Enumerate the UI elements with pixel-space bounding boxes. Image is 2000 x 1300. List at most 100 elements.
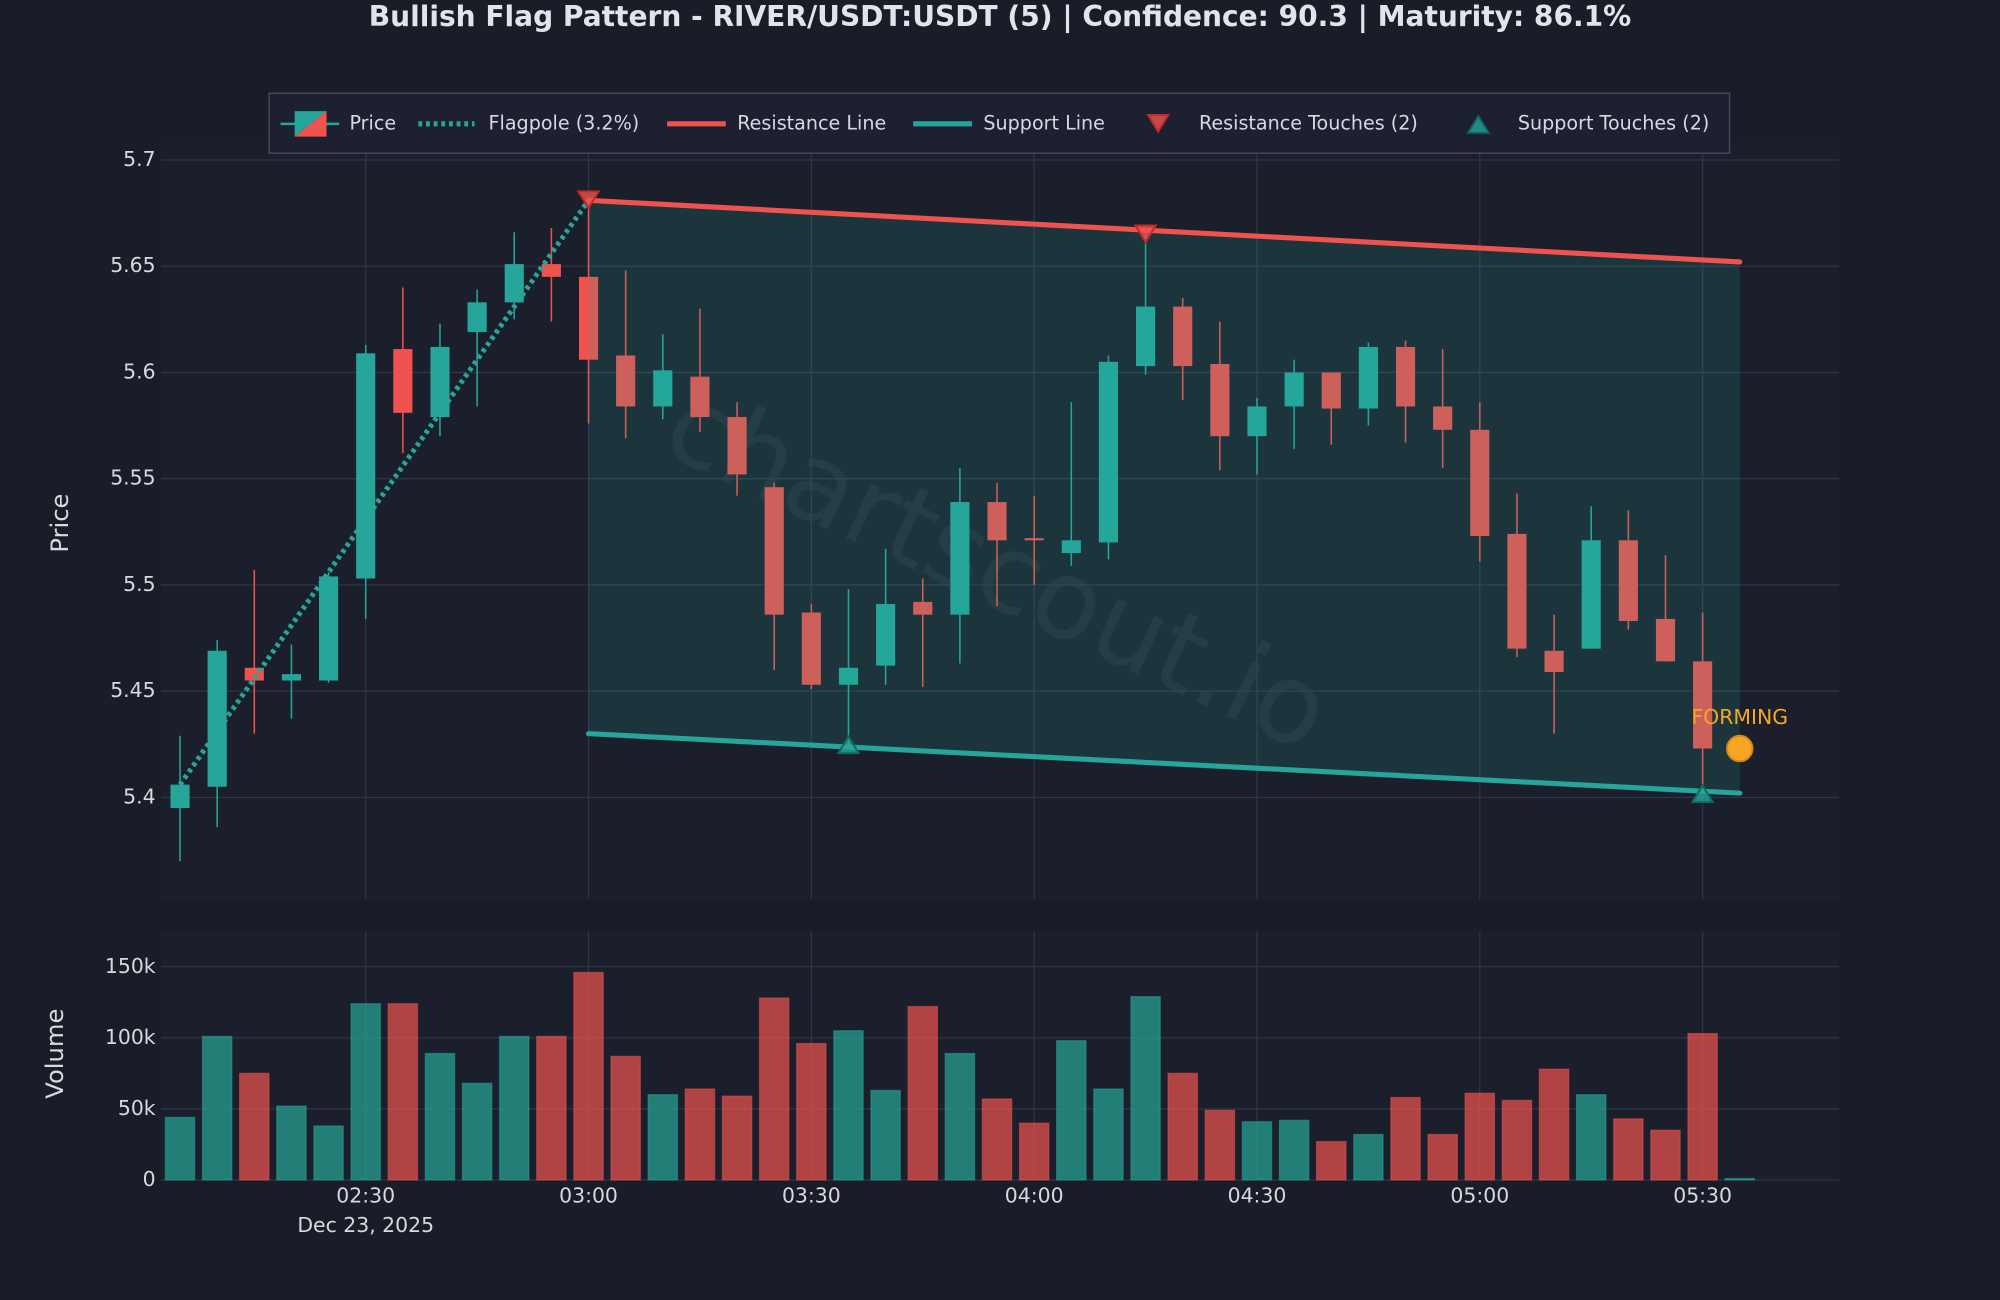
candle-body — [1284, 372, 1304, 407]
candle-body — [727, 417, 747, 475]
candle-body — [1693, 661, 1713, 749]
forming-marker — [1726, 734, 1754, 763]
volume-bar — [1575, 1094, 1607, 1181]
volume-bar — [1204, 1109, 1236, 1181]
resistance-line — [585, 197, 1743, 265]
flag-zone — [588, 200, 1740, 794]
candle-body — [1470, 429, 1490, 537]
y-tick-label: 5.5 — [123, 572, 155, 596]
volume-tick-label: 0 — [143, 1167, 156, 1191]
candle-body — [1321, 372, 1341, 409]
candle-body — [1433, 406, 1453, 430]
volume-bar — [1278, 1119, 1310, 1181]
x-tick-label: 03:30 — [782, 1184, 841, 1208]
x-date-label: Dec 23, 2025 — [297, 1213, 434, 1237]
volume-bar — [1427, 1133, 1458, 1181]
volume-bar — [1613, 1118, 1644, 1181]
volume-bar — [1501, 1099, 1533, 1181]
candle-body — [1655, 618, 1676, 662]
candle-body — [616, 355, 636, 407]
candle-body — [430, 346, 450, 418]
volume-bar — [276, 1105, 307, 1181]
candle-body — [838, 667, 859, 685]
volume-bar — [647, 1094, 679, 1181]
volume-bar — [1241, 1121, 1273, 1181]
volume-bar — [1093, 1088, 1124, 1181]
candle-body — [504, 264, 524, 303]
legend-label: Support Line — [983, 111, 1105, 134]
legend-box — [268, 92, 1731, 154]
legend-label: Price — [349, 111, 396, 134]
volume-bar — [164, 1116, 196, 1181]
x-tick-label: 05:00 — [1450, 1184, 1509, 1208]
candle-body — [393, 349, 413, 413]
resistance-touch — [576, 190, 601, 210]
volume-bar — [1724, 1177, 1756, 1181]
volume-bar — [684, 1088, 716, 1181]
candle-body — [1358, 346, 1378, 409]
candle-body — [319, 576, 339, 681]
volume-bar — [1687, 1032, 1718, 1181]
volume-axis-label: Volume — [41, 1009, 69, 1099]
candle-body — [801, 612, 821, 685]
candle-body — [1395, 346, 1416, 407]
volume-bar — [1315, 1140, 1347, 1181]
volume-bar — [1650, 1129, 1681, 1181]
candle-body — [1507, 533, 1527, 649]
volume-bar — [796, 1042, 827, 1181]
candle-body — [1544, 650, 1564, 673]
volume-bar — [981, 1098, 1013, 1181]
candle-body — [207, 650, 227, 787]
volume-bar — [1353, 1133, 1384, 1181]
volume-bar — [1018, 1122, 1050, 1181]
volume-bar — [498, 1035, 530, 1181]
volume-bar — [610, 1055, 641, 1181]
chart-title: Bullish Flag Pattern - RIVER/USDT:USDT (… — [369, 0, 1631, 33]
volume-bar — [387, 1003, 419, 1181]
volume-bar — [536, 1035, 567, 1181]
volume-tick-label: 50k — [118, 1096, 156, 1120]
legend-swatch — [1146, 113, 1171, 134]
x-tick-label: 02:30 — [336, 1184, 395, 1208]
volume-bar — [721, 1095, 753, 1181]
candle-body — [950, 502, 970, 615]
volume-bar — [1390, 1096, 1421, 1181]
support-line — [585, 731, 1743, 796]
candle-body — [578, 276, 599, 360]
y-tick-label: 5.65 — [110, 253, 155, 277]
volume-bar — [313, 1125, 344, 1181]
y-tick-label: 5.7 — [123, 147, 155, 171]
candle-body — [170, 784, 190, 809]
volume-tick-label: 100k — [105, 1025, 156, 1049]
volume-bar — [1464, 1092, 1496, 1181]
volume-tick-label: 150k — [105, 954, 156, 978]
volume-bar — [238, 1072, 270, 1181]
candle-body — [467, 302, 487, 333]
candle-body — [690, 376, 710, 418]
volume-bar — [833, 1030, 864, 1181]
candle-body — [1098, 361, 1119, 543]
y-tick-label: 5.55 — [110, 466, 155, 490]
volume-bar — [201, 1035, 233, 1181]
volume-bar — [758, 997, 790, 1181]
volume-bar — [461, 1082, 493, 1181]
candle-body — [281, 674, 302, 681]
volume-bar — [350, 1003, 382, 1181]
candle-body — [541, 264, 561, 277]
candle-body — [764, 487, 784, 615]
candle-body — [1618, 540, 1638, 622]
candle-body — [913, 601, 933, 615]
legend-label: Support Touches (2) — [1518, 111, 1709, 134]
x-tick-label: 04:00 — [1005, 1184, 1064, 1208]
y-tick-label: 5.6 — [123, 359, 155, 383]
candle-body — [356, 353, 376, 579]
volume-bar — [944, 1052, 976, 1181]
candle-body — [653, 370, 673, 407]
y-tick-label: 5.4 — [123, 784, 155, 808]
legend-label: Resistance Line — [737, 111, 886, 134]
candle-body — [1210, 363, 1230, 437]
legend-label: Resistance Touches (2) — [1199, 111, 1418, 134]
legend-swatch — [1466, 114, 1491, 134]
support-touch — [1690, 783, 1715, 804]
